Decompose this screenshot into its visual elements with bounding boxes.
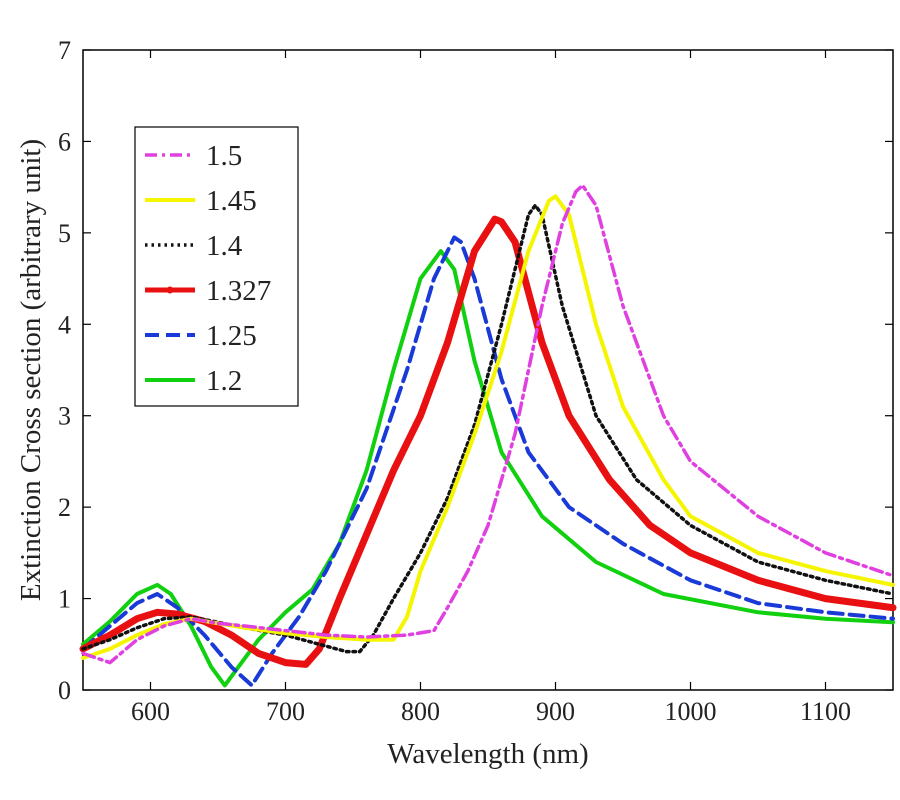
x-tick-label: 1000 bbox=[665, 697, 717, 726]
x-tick-label: 900 bbox=[536, 697, 575, 726]
y-tick-label: 5 bbox=[58, 219, 71, 248]
legend-label: 1.4 bbox=[206, 230, 243, 262]
y-tick-label: 7 bbox=[58, 36, 71, 65]
legend-box bbox=[134, 126, 299, 407]
y-tick-label: 0 bbox=[58, 676, 71, 705]
y-tick-label: 6 bbox=[58, 127, 71, 156]
x-tick-label: 1100 bbox=[800, 697, 851, 726]
x-axis-title: Wavelength (nm) bbox=[387, 738, 588, 770]
series-line-1-5 bbox=[81, 183, 895, 665]
legend-label: 1.5 bbox=[206, 140, 242, 172]
x-tick-label: 800 bbox=[401, 697, 440, 726]
legend-marker bbox=[166, 286, 174, 294]
legend-label: 1.45 bbox=[206, 185, 257, 217]
y-tick-label: 1 bbox=[58, 585, 71, 614]
x-tick-label: 600 bbox=[131, 697, 170, 726]
axis-ticks: 600 700 800 900 1000 1100 0 1 2 3 4 5 6 7 bbox=[58, 36, 893, 726]
series-line-1-2 bbox=[81, 249, 895, 688]
y-axis-title: Extinction Cross section (arbitrary unit… bbox=[15, 139, 47, 601]
y-tick-label: 2 bbox=[58, 493, 71, 522]
y-tick-label: 4 bbox=[58, 310, 71, 339]
series-layer bbox=[79, 183, 897, 688]
x-tick-label: 700 bbox=[266, 697, 305, 726]
series-line-1-25 bbox=[81, 235, 895, 688]
y-tick-label: 3 bbox=[58, 402, 71, 431]
legend-label: 1.2 bbox=[206, 365, 242, 397]
legend: 1.5 1.45 1.4 1.327 1.25 1.2 bbox=[134, 126, 299, 407]
legend-label: 1.25 bbox=[206, 320, 257, 352]
legend-label: 1.327 bbox=[206, 275, 271, 307]
